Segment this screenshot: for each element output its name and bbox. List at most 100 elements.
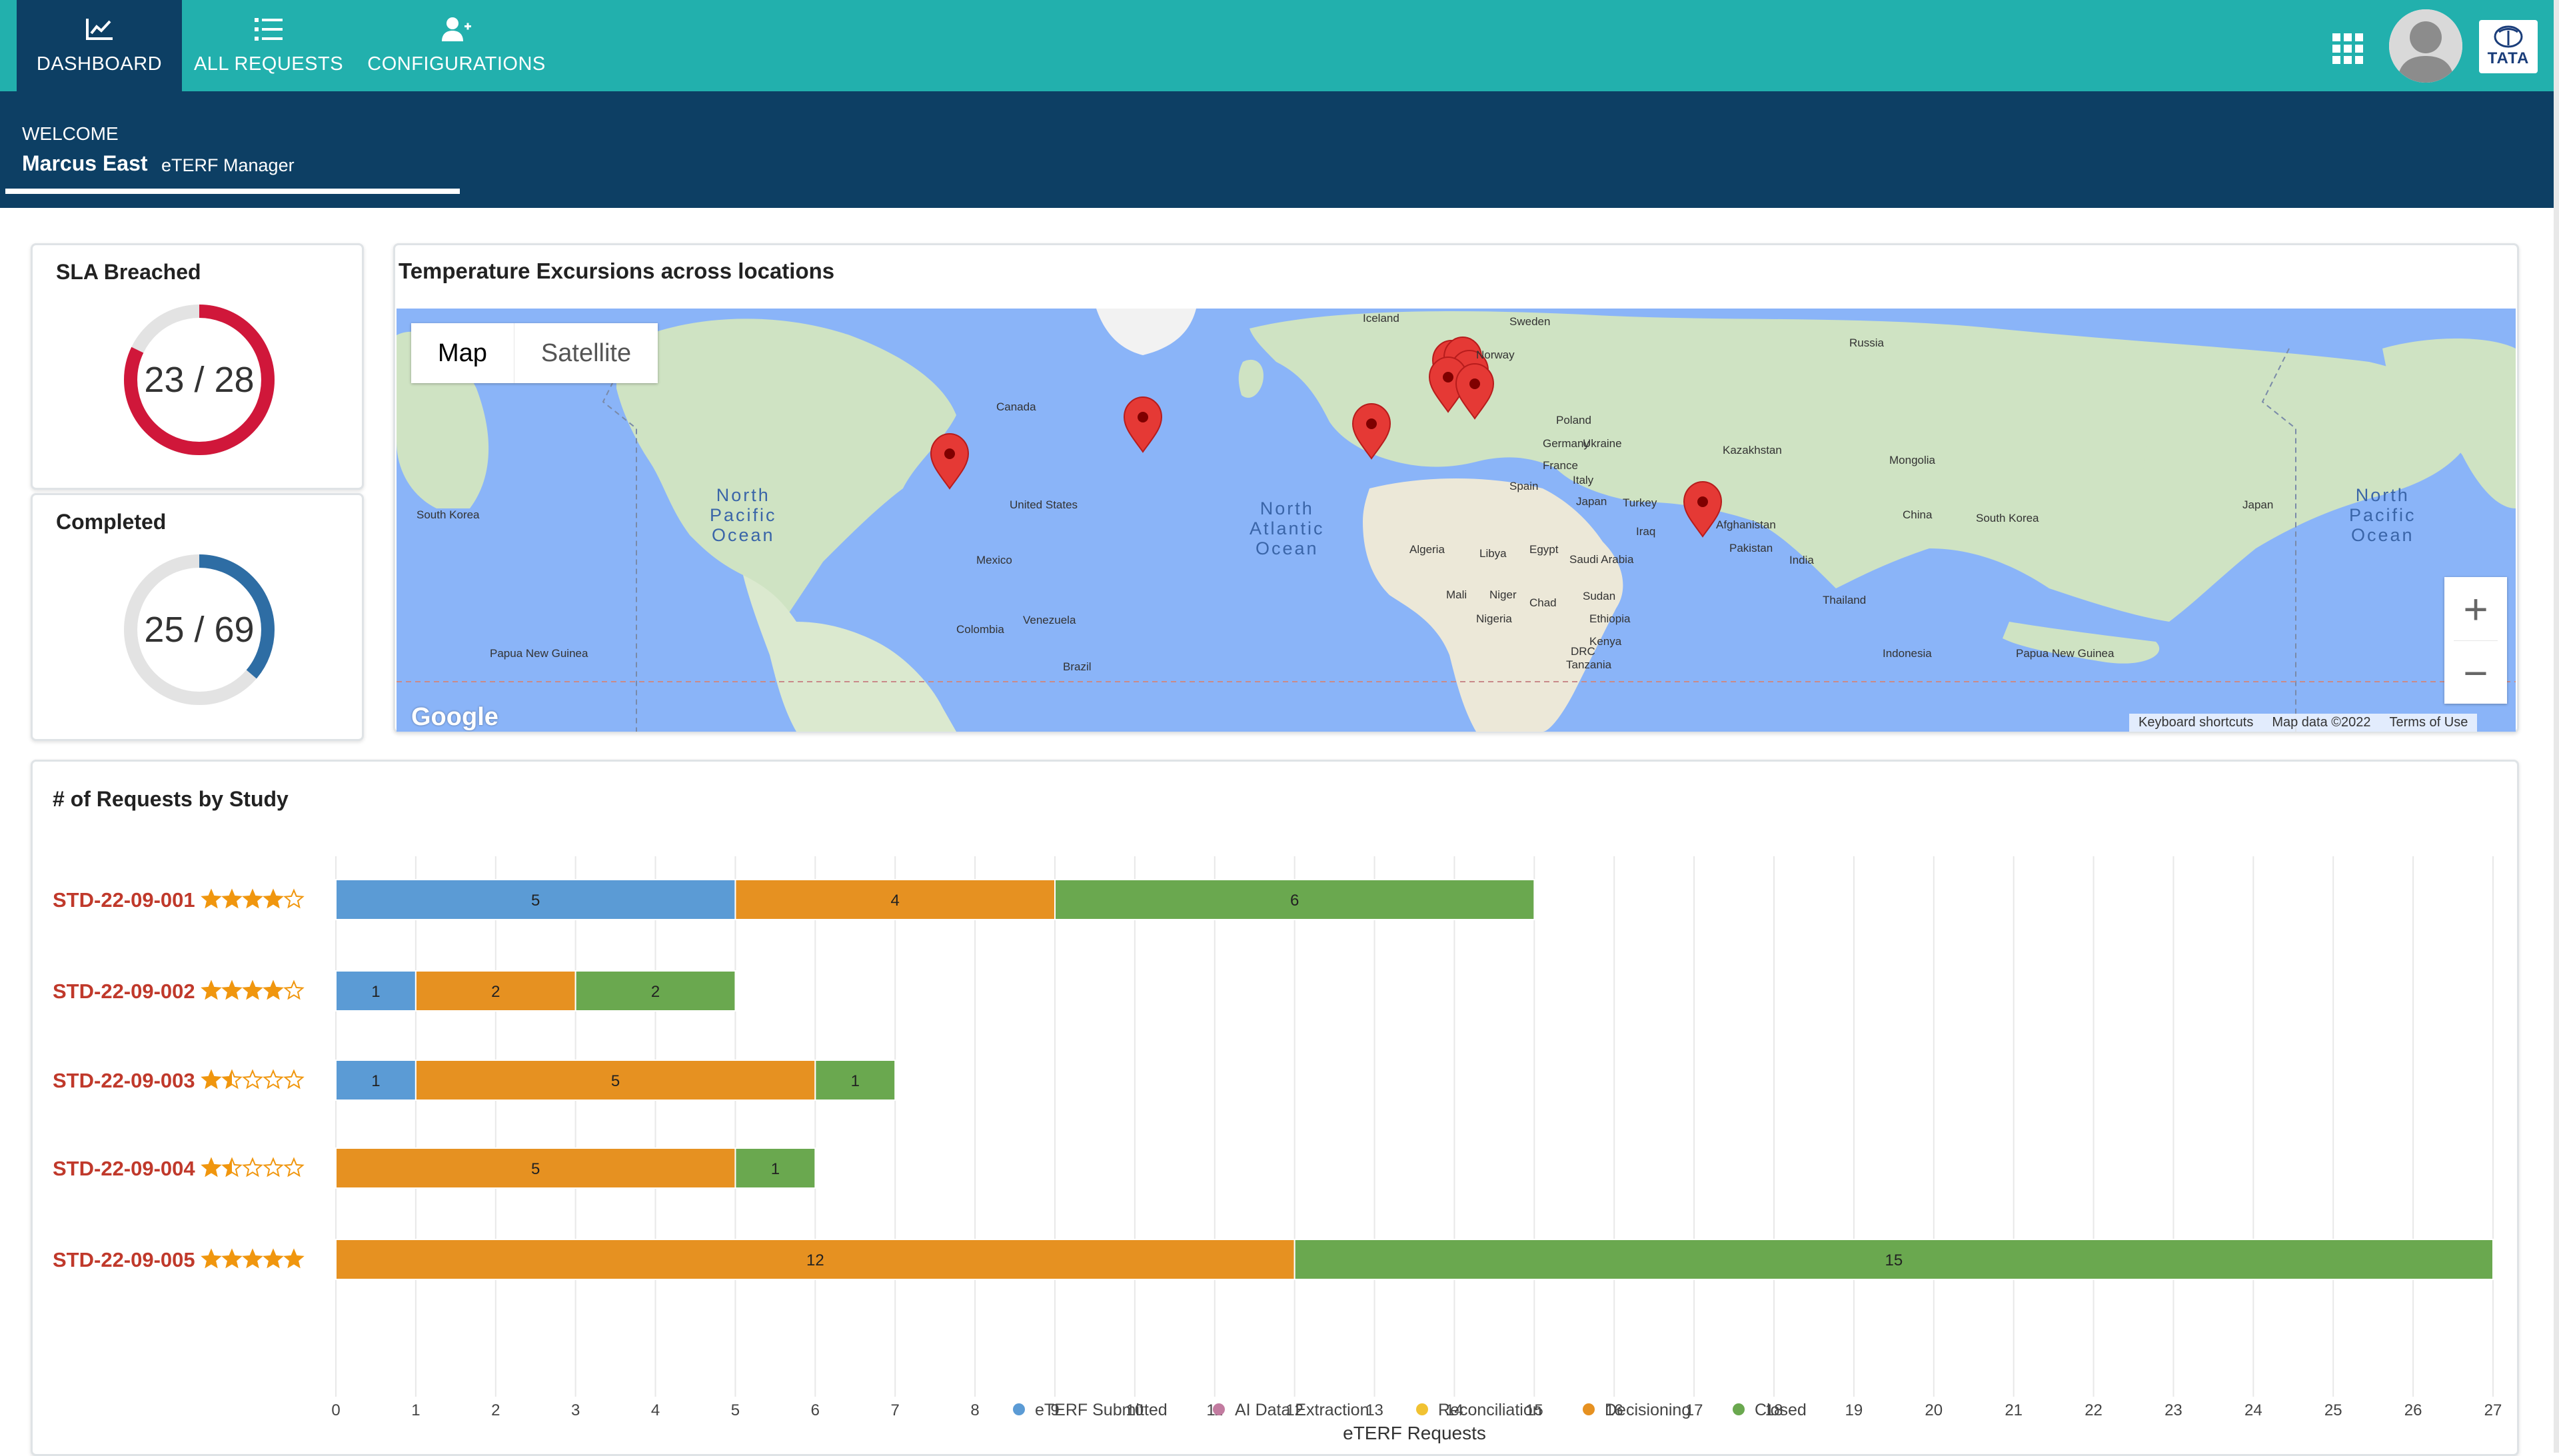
bar-value-label: 1 bbox=[771, 1160, 780, 1178]
legend-item[interactable]: AI Data Extraction bbox=[1213, 1401, 1369, 1419]
rating-star-icon bbox=[263, 1157, 284, 1177]
map-label: Papua New Guinea bbox=[490, 647, 588, 660]
map-label: Sudan bbox=[1583, 590, 1616, 602]
location-marker-icon[interactable] bbox=[1123, 396, 1163, 453]
map-label: DRC bbox=[1571, 645, 1595, 658]
study-label[interactable]: STD-22-09-005 bbox=[53, 1248, 195, 1271]
sla-value: 23 / 28 bbox=[144, 360, 255, 400]
terms-of-use-link[interactable]: Terms of Use bbox=[2389, 715, 2468, 730]
location-marker-icon[interactable] bbox=[930, 432, 970, 490]
bar-segment[interactable] bbox=[335, 1147, 736, 1189]
welcome-label: WELCOME bbox=[22, 123, 119, 144]
map-label: Sweden bbox=[1509, 315, 1551, 328]
apps-grid-icon[interactable] bbox=[2332, 33, 2363, 64]
legend-item[interactable]: Closed bbox=[1733, 1401, 1807, 1419]
rating-star-icon bbox=[242, 1069, 263, 1090]
rating-star-icon bbox=[283, 888, 305, 909]
map-type-control: Map Satellite bbox=[411, 323, 658, 383]
map-label: Libya bbox=[1479, 547, 1507, 560]
map-label: South Korea bbox=[1976, 512, 2039, 524]
zoom-control: + − bbox=[2444, 577, 2507, 704]
bar-segment[interactable] bbox=[335, 1060, 417, 1101]
map-label: Mexico bbox=[976, 554, 1012, 566]
rating-star-icon bbox=[283, 980, 305, 1000]
bar-segment[interactable] bbox=[814, 1060, 896, 1101]
x-tick-label: 24 bbox=[2244, 1401, 2262, 1419]
line-chart-icon bbox=[85, 16, 114, 43]
map-label: Saudi Arabia bbox=[1569, 553, 1634, 566]
bar-segment[interactable] bbox=[415, 1060, 816, 1101]
bar-value-label: 2 bbox=[491, 983, 500, 1001]
bar-value-label: 2 bbox=[651, 983, 660, 1001]
rating-star-icon bbox=[242, 980, 263, 1000]
legend-label: eTERF Submitted bbox=[1035, 1401, 1168, 1419]
rating-star-icon bbox=[221, 1157, 243, 1177]
rating-star-icon bbox=[221, 1069, 243, 1090]
zoom-out-button[interactable]: − bbox=[2463, 648, 2488, 697]
scrollbar[interactable] bbox=[2554, 0, 2559, 1453]
x-tick-label: 16 bbox=[1605, 1401, 1623, 1419]
bar-segment[interactable] bbox=[335, 1239, 1295, 1280]
study-label[interactable]: STD-22-09-003 bbox=[53, 1069, 195, 1092]
study-label[interactable]: STD-22-09-002 bbox=[53, 980, 195, 1003]
rating-star-icon bbox=[263, 980, 284, 1000]
legend-item[interactable]: eTERF Submitted bbox=[1013, 1401, 1168, 1419]
bar-value-label: 5 bbox=[531, 1160, 540, 1178]
user-plus-icon bbox=[440, 16, 472, 43]
map-label: Japan bbox=[1576, 495, 1607, 508]
bar-segment[interactable] bbox=[574, 970, 736, 1012]
completed-donut bbox=[124, 554, 275, 705]
nav-configurations[interactable]: CONFIGURATIONS bbox=[363, 0, 550, 91]
bar-segment[interactable] bbox=[335, 879, 736, 920]
map-label: Nigeria bbox=[1476, 612, 1512, 625]
map-label: Algeria bbox=[1409, 543, 1445, 556]
user-role: eTERF Manager bbox=[161, 155, 295, 175]
map-type-map-button[interactable]: Map bbox=[411, 323, 514, 383]
legend-label: Decisioning bbox=[1605, 1401, 1691, 1419]
list-icon bbox=[253, 16, 284, 43]
map-label: Venezuela bbox=[1023, 614, 1076, 626]
legend-marker bbox=[1583, 1403, 1595, 1415]
study-label[interactable]: STD-22-09-001 bbox=[53, 888, 195, 912]
completed-title: Completed bbox=[56, 510, 167, 534]
avatar[interactable] bbox=[2389, 9, 2462, 83]
map-label: Indonesia bbox=[1883, 647, 1932, 660]
zoom-in-button[interactable]: + bbox=[2463, 584, 2488, 633]
legend-item[interactable]: Decisioning bbox=[1583, 1401, 1691, 1419]
location-marker-icon[interactable] bbox=[1455, 363, 1495, 420]
completed-card: Completed 25 / 69 bbox=[31, 493, 364, 741]
map-label: India bbox=[1789, 554, 1814, 566]
rating-star-icon bbox=[263, 1069, 284, 1090]
ocean-label: North Atlantic Ocean bbox=[1250, 498, 1325, 558]
map-view[interactable]: Map Satellite + − Google Keyboard shortc… bbox=[397, 309, 2516, 732]
nav-dashboard-label: DASHBOARD bbox=[36, 53, 163, 75]
bar-segment[interactable] bbox=[1293, 1239, 2494, 1280]
x-tick-label: 26 bbox=[2404, 1401, 2422, 1419]
bar-value-label: 5 bbox=[531, 892, 540, 910]
x-tick-label: 10 bbox=[1126, 1401, 1144, 1419]
bar-segment[interactable] bbox=[734, 1147, 816, 1189]
map-footer: Keyboard shortcuts Map data ©2022 Terms … bbox=[2129, 714, 2478, 732]
location-marker-icon[interactable] bbox=[1351, 402, 1391, 460]
location-marker-icon[interactable] bbox=[1683, 480, 1723, 538]
nav-all-requests[interactable]: ALL REQUESTS bbox=[192, 0, 345, 91]
nav-dashboard[interactable]: DASHBOARD bbox=[17, 0, 182, 91]
bar-segment[interactable] bbox=[734, 879, 1056, 920]
requests-by-study-card: # of Requests by Study 01234567891011121… bbox=[31, 760, 2519, 1456]
map-type-satellite-button[interactable]: Satellite bbox=[540, 339, 632, 367]
sla-breached-card: SLA Breached 23 / 28 bbox=[31, 243, 364, 490]
legend-item[interactable]: Reconciliation bbox=[1416, 1401, 1542, 1419]
rating-star-icon bbox=[242, 888, 263, 909]
google-logo: Google bbox=[411, 703, 498, 731]
study-label[interactable]: STD-22-09-004 bbox=[53, 1157, 195, 1180]
map-label: Colombia bbox=[956, 623, 1004, 636]
x-tick-label: 20 bbox=[1925, 1401, 1943, 1419]
bar-segment[interactable] bbox=[415, 970, 576, 1012]
x-tick-label: 9 bbox=[1050, 1401, 1059, 1419]
sla-breached-title: SLA Breached bbox=[56, 260, 201, 284]
keyboard-shortcuts-link[interactable]: Keyboard shortcuts bbox=[2138, 715, 2254, 730]
map-label: Egypt bbox=[1529, 543, 1559, 556]
x-tick-label: 6 bbox=[811, 1401, 820, 1419]
map-label: Iraq bbox=[1636, 525, 1656, 538]
bar-segment[interactable] bbox=[1054, 879, 1535, 920]
